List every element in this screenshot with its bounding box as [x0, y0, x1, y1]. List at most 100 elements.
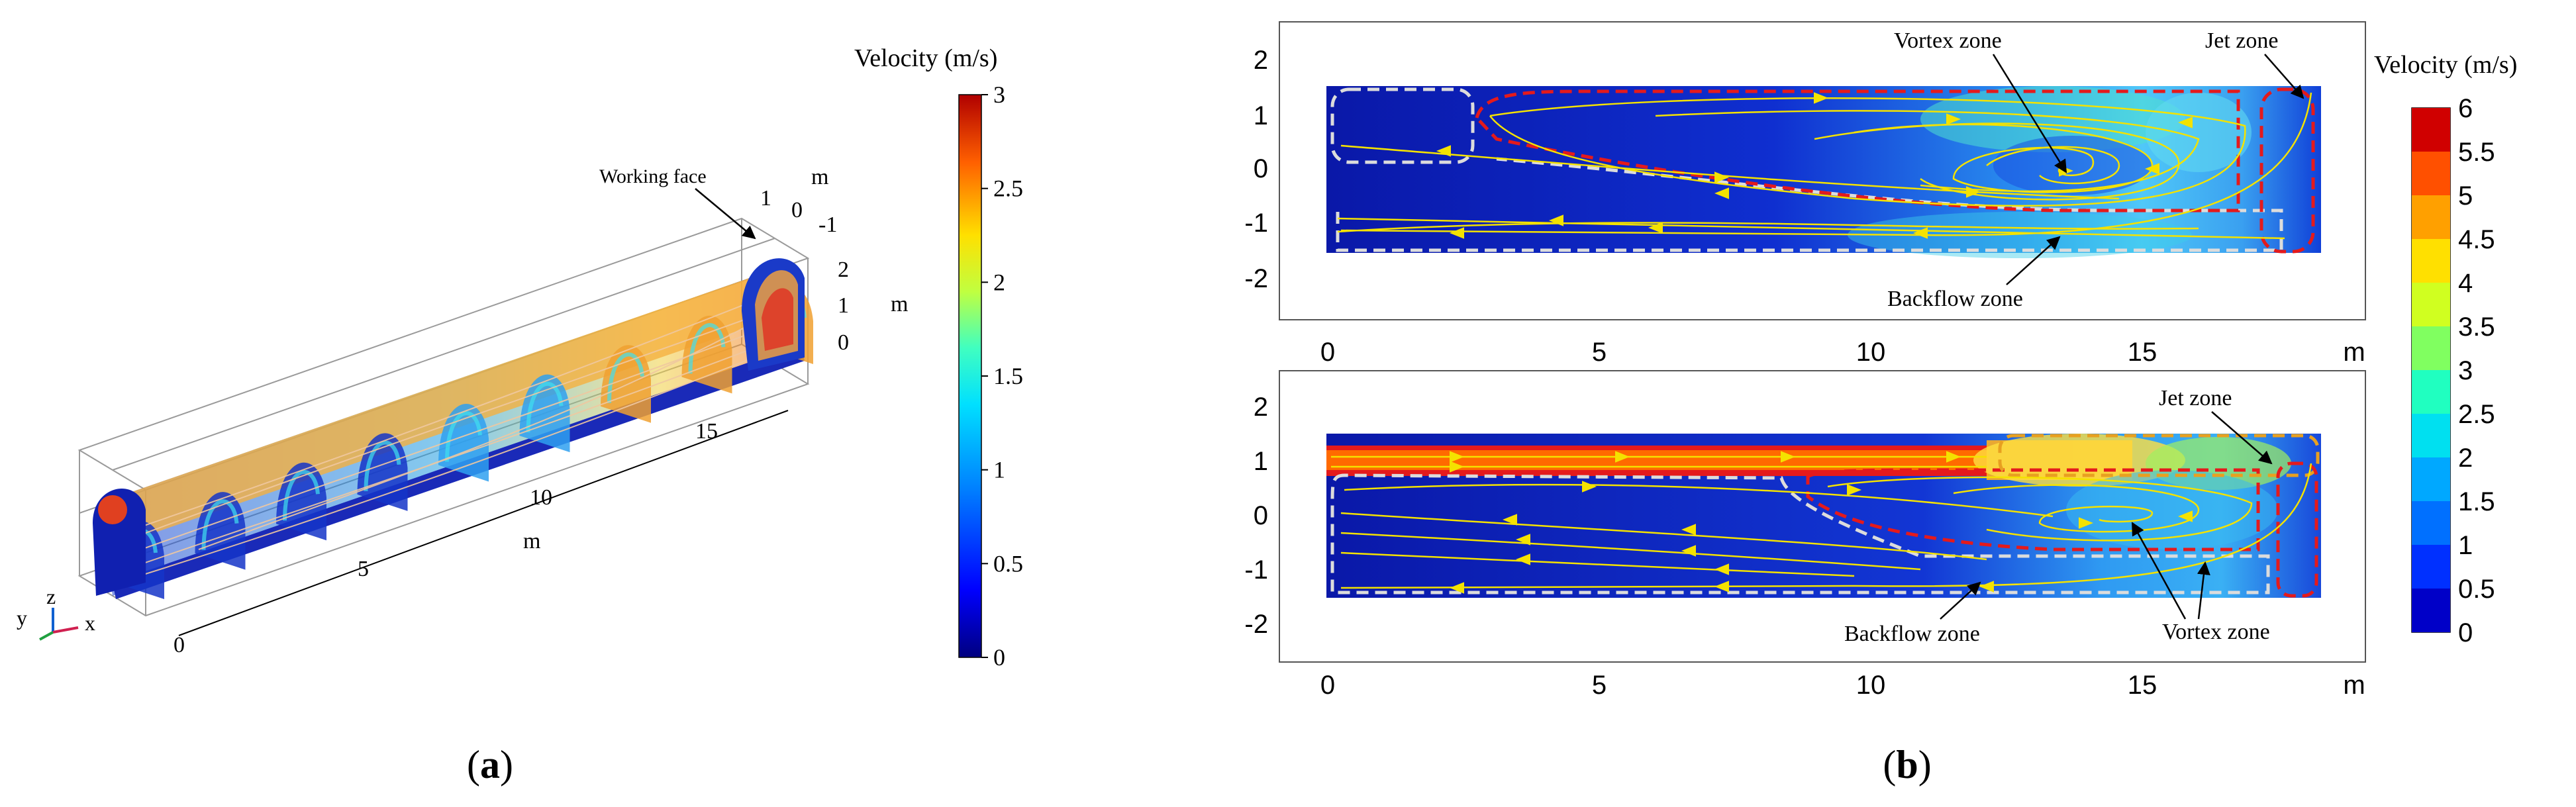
triad-y-label: y: [17, 606, 27, 630]
triad-x-label: x: [85, 611, 95, 635]
top-y-tick-m1: -1: [1244, 209, 1268, 238]
stream-arrow: [1582, 481, 1597, 493]
bottom-x-tick-0: 0: [1320, 671, 1335, 700]
panel-b-colorbar-tick-label: 3: [2458, 356, 2473, 385]
panel-a-length-unit: m: [523, 529, 540, 553]
bottom-x-unit: m: [2343, 671, 2365, 700]
bottom-y-tick-m1: -1: [1244, 555, 1268, 585]
bottom-x-tick-5: 5: [1592, 671, 1607, 700]
stream-arrow: [1516, 553, 1530, 565]
panel-b-top-y-axis: 2 1 0 -1 -2: [1244, 46, 1268, 293]
top-x-unit: m: [2343, 338, 2365, 367]
bottom-y-tick-1: 1: [1254, 447, 1268, 476]
panel-a-height-tick-0: 2: [838, 258, 849, 282]
panel-a-colorbar-ramp: [958, 94, 982, 658]
bottom-jet-zone-outline-2: [2276, 461, 2318, 598]
panel-b-colorbar-band: [2412, 239, 2450, 283]
stream-arrow: [2178, 510, 2193, 522]
panel-a-slice-ring: [607, 352, 644, 403]
panel-a-axis-triad: z x y: [17, 585, 95, 641]
stream-arrow: [1450, 451, 1464, 463]
top-vortex-zone-label: Vortex zone: [1894, 28, 2002, 53]
stream-arrow: [1450, 461, 1464, 473]
panel-b-colorbar-ramp: [2412, 108, 2450, 632]
panel-b-colorbar-tick-label: 5: [2458, 181, 2473, 211]
stream-arrow: [1648, 222, 1663, 234]
stream-arrow: [1503, 514, 1517, 526]
panel-b-colorbar-tick-label: 6: [2458, 94, 2473, 123]
panel-a-colorbar-tick-label: 3: [993, 81, 1005, 108]
panel-b-colorbar-tick-label: 4.5: [2458, 225, 2495, 254]
bottom-y-tick-m2: -2: [1244, 610, 1268, 639]
panel-a-colorbar-tick-label: 0.5: [993, 550, 1023, 577]
panel-b-colorbar-tick-label: 0: [2458, 618, 2473, 647]
panel-a-slice-ring: [201, 499, 239, 550]
panel-a-height-tick-2: 0: [838, 330, 849, 355]
panel-b-bottom-annotations: Jet zone Backflow zone Vortex zone: [1844, 386, 2273, 646]
panel-a-length-tick-1: 5: [358, 557, 369, 581]
panel-b-colorbar-tick-label: 4: [2458, 269, 2473, 298]
panel-a-label: (a): [467, 743, 513, 786]
panel-b-colorbar-band: [2412, 108, 2450, 152]
top-x-tick-10: 10: [1856, 338, 1886, 367]
stream-arrow: [1714, 563, 1729, 575]
panel-b-colorbar-band: [2412, 457, 2450, 501]
panel-a-width-tick-0: 1: [760, 186, 771, 211]
top-backflow-zone-outline-1: [1330, 87, 1475, 164]
panel-a-width-tick-2: -1: [818, 213, 837, 237]
top-y-tick-2: 2: [1254, 46, 1268, 75]
panel-a-colorbar-tick-label: 1.5: [993, 363, 1023, 389]
panel-b-bottom-streamlines: [1331, 455, 2312, 589]
bottom-backflow-zone-outline: [1330, 473, 2270, 594]
panel-b-colorbar-band: [2412, 501, 2450, 545]
panel-b-colorbar-tick-label: 2.5: [2458, 400, 2495, 429]
panel-b-colorbar: Velocity (m/s) 6 5.5 5 4.5 4 3.5 3 2.5 2 1.5 1 0.5 0: [2374, 51, 2517, 647]
stream-arrow: [1450, 227, 1464, 239]
bottom-y-tick-2: 2: [1254, 393, 1268, 422]
top-x-tick-15: 15: [2128, 338, 2157, 367]
stream-arrow: [2145, 163, 2159, 175]
panel-b-bottom-frame: [1279, 370, 2366, 663]
bottom-vortex-zone-outline: [1806, 468, 2260, 551]
bottom-y-tick-0: 0: [1254, 501, 1268, 530]
stream-arrow: [1946, 113, 1961, 125]
top-y-tick-0: 0: [1254, 154, 1268, 183]
stream-arrow: [1946, 451, 1961, 463]
panel-a-slice-ring: [445, 411, 482, 462]
stream-arrow: [1847, 484, 1861, 496]
stream-arrow: [1681, 524, 1696, 536]
panel-b-bottom-stream-arrows: [1450, 451, 2193, 594]
stream-arrow: [1781, 451, 1795, 463]
bottom-backflow-zone-label: Backflow zone: [1844, 622, 1980, 646]
panel-b-label: (b): [1883, 743, 1931, 786]
stream-arrow: [2178, 117, 2193, 128]
panel-a-colorbar-tick-label: 0: [993, 644, 1005, 671]
panel-b-colorbar-band: [2412, 370, 2450, 414]
panel-a-height-unit: m: [891, 292, 908, 316]
panel-a-length-axis: 0 5 10 15 m: [173, 410, 789, 657]
panel-a-3d-view: Working face 0 5 10 15 m m 1 0 -1 2 1 0 …: [17, 44, 1023, 786]
stream-arrow: [1979, 581, 1994, 593]
top-jet-zone-outline: [2259, 87, 2315, 254]
panel-b-top-x-axis: 0 5 10 15 m: [1320, 338, 2365, 367]
top-backflow-zone-label: Backflow zone: [1887, 287, 2023, 311]
stream-arrow: [1714, 187, 1729, 199]
panel-a-slice-ring: [283, 469, 320, 521]
panel-a-inlet-cap: [93, 488, 146, 596]
panel-a-working-face-label: Working face: [599, 166, 707, 187]
panel-b-colorbar-ticks: 6 5.5 5 4.5 4 3.5 3 2.5 2 1.5 1 0.5 0: [2458, 94, 2495, 647]
stream-arrow: [1814, 92, 1828, 104]
panel-b-colorbar-tick-label: 1.5: [2458, 487, 2495, 516]
stream-arrow: [2079, 517, 2093, 529]
top-x-tick-0: 0: [1320, 338, 1335, 367]
stream-arrow: [1436, 145, 1451, 157]
panel-a-colorbar-tick-label: 2: [993, 269, 1005, 295]
panel-b-colorbar-band: [2412, 195, 2450, 239]
bottom-x-tick-15: 15: [2128, 671, 2157, 700]
panel-a-slice-ring: [364, 440, 401, 491]
panel-b-colorbar-title: Velocity (m/s): [2374, 51, 2517, 79]
stream-arrow: [1516, 534, 1530, 546]
stream-arrow: [1913, 227, 1928, 239]
panel-b-colorbar-tick-label: 1: [2458, 531, 2473, 560]
